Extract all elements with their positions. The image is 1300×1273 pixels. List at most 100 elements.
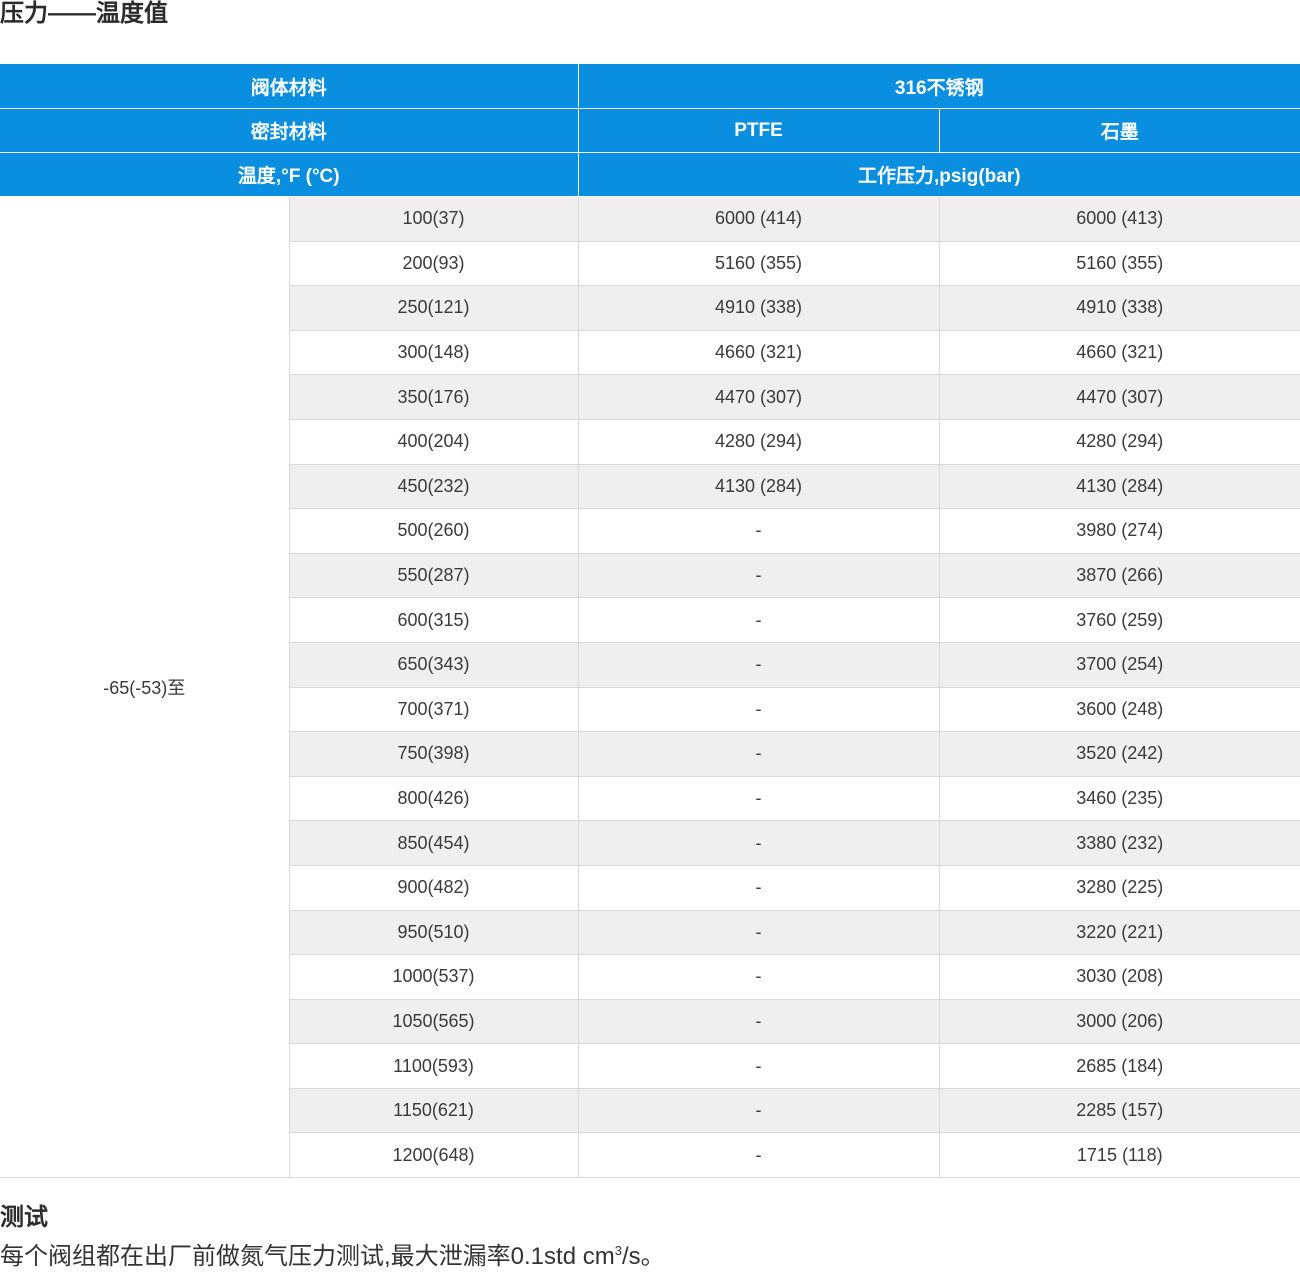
testing-description: 每个阀组都在出厂前做氮气压力测试,最大泄漏率0.1std cm3/s。 [0,1241,665,1273]
temperature-cell: 250(121) [289,285,579,331]
graphite-pressure-cell: 4280 (294) [939,419,1300,465]
ptfe-pressure-cell: - [578,553,940,599]
table-row: 1000(537) -3030 (208) [0,954,1300,1000]
table-row: 250(121) 4910 (338) 4910 (338) [0,285,1300,331]
ptfe-pressure-cell: - [578,1132,940,1179]
table-body: -65(-53)至 100(37) 6000 (414) 6000 (413) 200(… [0,196,1300,1179]
temperature-range-label: -65(-53)至 [0,196,290,1179]
temperature-cell: 800(426) [289,776,579,822]
header-row-seal-material: 密封材料 PTFE 石墨 [0,108,1300,153]
temperature-cell: 1200(648) [289,1132,579,1179]
graphite-pressure-cell: 3030 (208) [939,954,1300,1000]
header-temperature-label: 温度,°F (°C) [0,152,579,197]
header-row-body-material: 阀体材料 316不锈钢 [0,64,1300,109]
temperature-cell: 700(371) [289,687,579,733]
ptfe-pressure-cell: - [578,731,940,777]
graphite-pressure-cell: 3460 (235) [939,776,1300,822]
table-row: 950(510) -3220 (221) [0,910,1300,956]
ptfe-pressure-cell: - [578,1088,940,1134]
ptfe-pressure-cell: 5160 (355) [578,241,940,287]
testing-superscript: 3 [614,1243,622,1258]
temperature-cell: 1000(537) [289,954,579,1000]
ptfe-pressure-cell: 4130 (284) [578,464,940,510]
ptfe-pressure-cell: - [578,910,940,956]
header-seal-material-label: 密封材料 [0,108,579,153]
table-row: 650(343) -3700 (254) [0,642,1300,688]
table-row: 350(176) 4470 (307) 4470 (307) [0,374,1300,420]
graphite-pressure-cell: 2285 (157) [939,1088,1300,1134]
graphite-pressure-cell: 3870 (266) [939,553,1300,599]
ptfe-pressure-cell: 4910 (338) [578,285,940,331]
temperature-cell: 200(93) [289,241,579,287]
graphite-pressure-cell: 3280 (225) [939,865,1300,911]
graphite-pressure-cell: 3980 (274) [939,508,1300,554]
graphite-pressure-cell: 1715 (118) [939,1132,1300,1179]
ptfe-pressure-cell: - [578,687,940,733]
ptfe-pressure-cell: - [578,642,940,688]
temperature-cell: 1050(565) [289,999,579,1045]
temperature-cell: 1100(593) [289,1043,579,1089]
graphite-pressure-cell: 3700 (254) [939,642,1300,688]
table-row: 900(482) -3280 (225) [0,865,1300,911]
graphite-pressure-cell: 4130 (284) [939,464,1300,510]
ptfe-pressure-cell: - [578,954,940,1000]
ptfe-pressure-cell: - [578,865,940,911]
table-row: 700(371) -3600 (248) [0,687,1300,733]
ptfe-pressure-cell: 4470 (307) [578,374,940,420]
graphite-pressure-cell: 3520 (242) [939,731,1300,777]
temperature-cell: 750(398) [289,731,579,777]
temperature-cell: 550(287) [289,553,579,599]
table-row: 400(204) 4280 (294) 4280 (294) [0,419,1300,465]
table-row: 600(315) -3760 (259) [0,597,1300,643]
temperature-cell: 650(343) [289,642,579,688]
temperature-cell: 400(204) [289,419,579,465]
ptfe-pressure-cell: 4280 (294) [578,419,940,465]
testing-text-end: /s。 [621,1243,665,1270]
table-row: 500(260) -3980 (274) [0,508,1300,554]
ptfe-pressure-cell: - [578,999,940,1045]
graphite-pressure-cell: 3220 (221) [939,910,1300,956]
header-working-pressure: 工作压力,psig(bar) [578,152,1300,197]
ptfe-pressure-cell: - [578,597,940,643]
ptfe-pressure-cell: 6000 (414) [578,196,940,242]
graphite-pressure-cell: 4910 (338) [939,285,1300,331]
table-row: -65(-53)至 100(37) 6000 (414) 6000 (413) [0,196,1300,1179]
testing-text: 每个阀组都在出厂前做氮气压力测试,最大泄漏率0.1std cm [0,1243,615,1270]
temperature-cell: 600(315) [289,597,579,643]
header-ptfe: PTFE [578,108,940,153]
header-graphite: 石墨 [939,108,1300,153]
header-row-temperature: 温度,°F (°C) 工作压力,psig(bar) [0,152,1300,197]
table-row: 750(398) -3520 (242) [0,731,1300,777]
graphite-pressure-cell: 3380 (232) [939,820,1300,866]
temperature-cell: 950(510) [289,910,579,956]
graphite-pressure-cell: 4470 (307) [939,374,1300,420]
table-row: 800(426) -3460 (235) [0,776,1300,822]
graphite-pressure-cell: 3600 (248) [939,687,1300,733]
table-row: 200(93) 5160 (355) 5160 (355) [0,241,1300,287]
table-row: 450(232) 4130 (284) 4130 (284) [0,464,1300,510]
ptfe-pressure-cell: - [578,1043,940,1089]
graphite-pressure-cell: 2685 (184) [939,1043,1300,1089]
graphite-pressure-cell: 3000 (206) [939,999,1300,1045]
temperature-cell: 350(176) [289,374,579,420]
pressure-temperature-table: 阀体材料 316不锈钢 密封材料 PTFE 石墨 温度,°F (°C) 工作压力… [0,64,1300,1179]
temperature-cell: 450(232) [289,464,579,510]
ptfe-pressure-cell: - [578,776,940,822]
ptfe-pressure-cell: - [578,820,940,866]
table-row: 1100(593) -2685 (184) [0,1043,1300,1089]
graphite-pressure-cell: 5160 (355) [939,241,1300,287]
temperature-cell: 300(148) [289,330,579,376]
testing-title: 测试 [0,1204,48,1231]
temperature-cell: 900(482) [289,865,579,911]
graphite-pressure-cell: 6000 (413) [939,196,1300,242]
table-row: 850(454) -3380 (232) [0,820,1300,866]
table-row: 1050(565) -3000 (206) [0,999,1300,1045]
header-body-material-label: 阀体材料 [0,64,579,109]
header-body-material-value: 316不锈钢 [578,64,1300,109]
temperature-cell: 500(260) [289,508,579,554]
table-row: 1150(621) -2285 (157) [0,1088,1300,1134]
graphite-pressure-cell: 3760 (259) [939,597,1300,643]
table-row: 550(287) -3870 (266) [0,553,1300,599]
graphite-pressure-cell: 4660 (321) [939,330,1300,376]
page-title: 压力——温度值 [0,0,168,27]
